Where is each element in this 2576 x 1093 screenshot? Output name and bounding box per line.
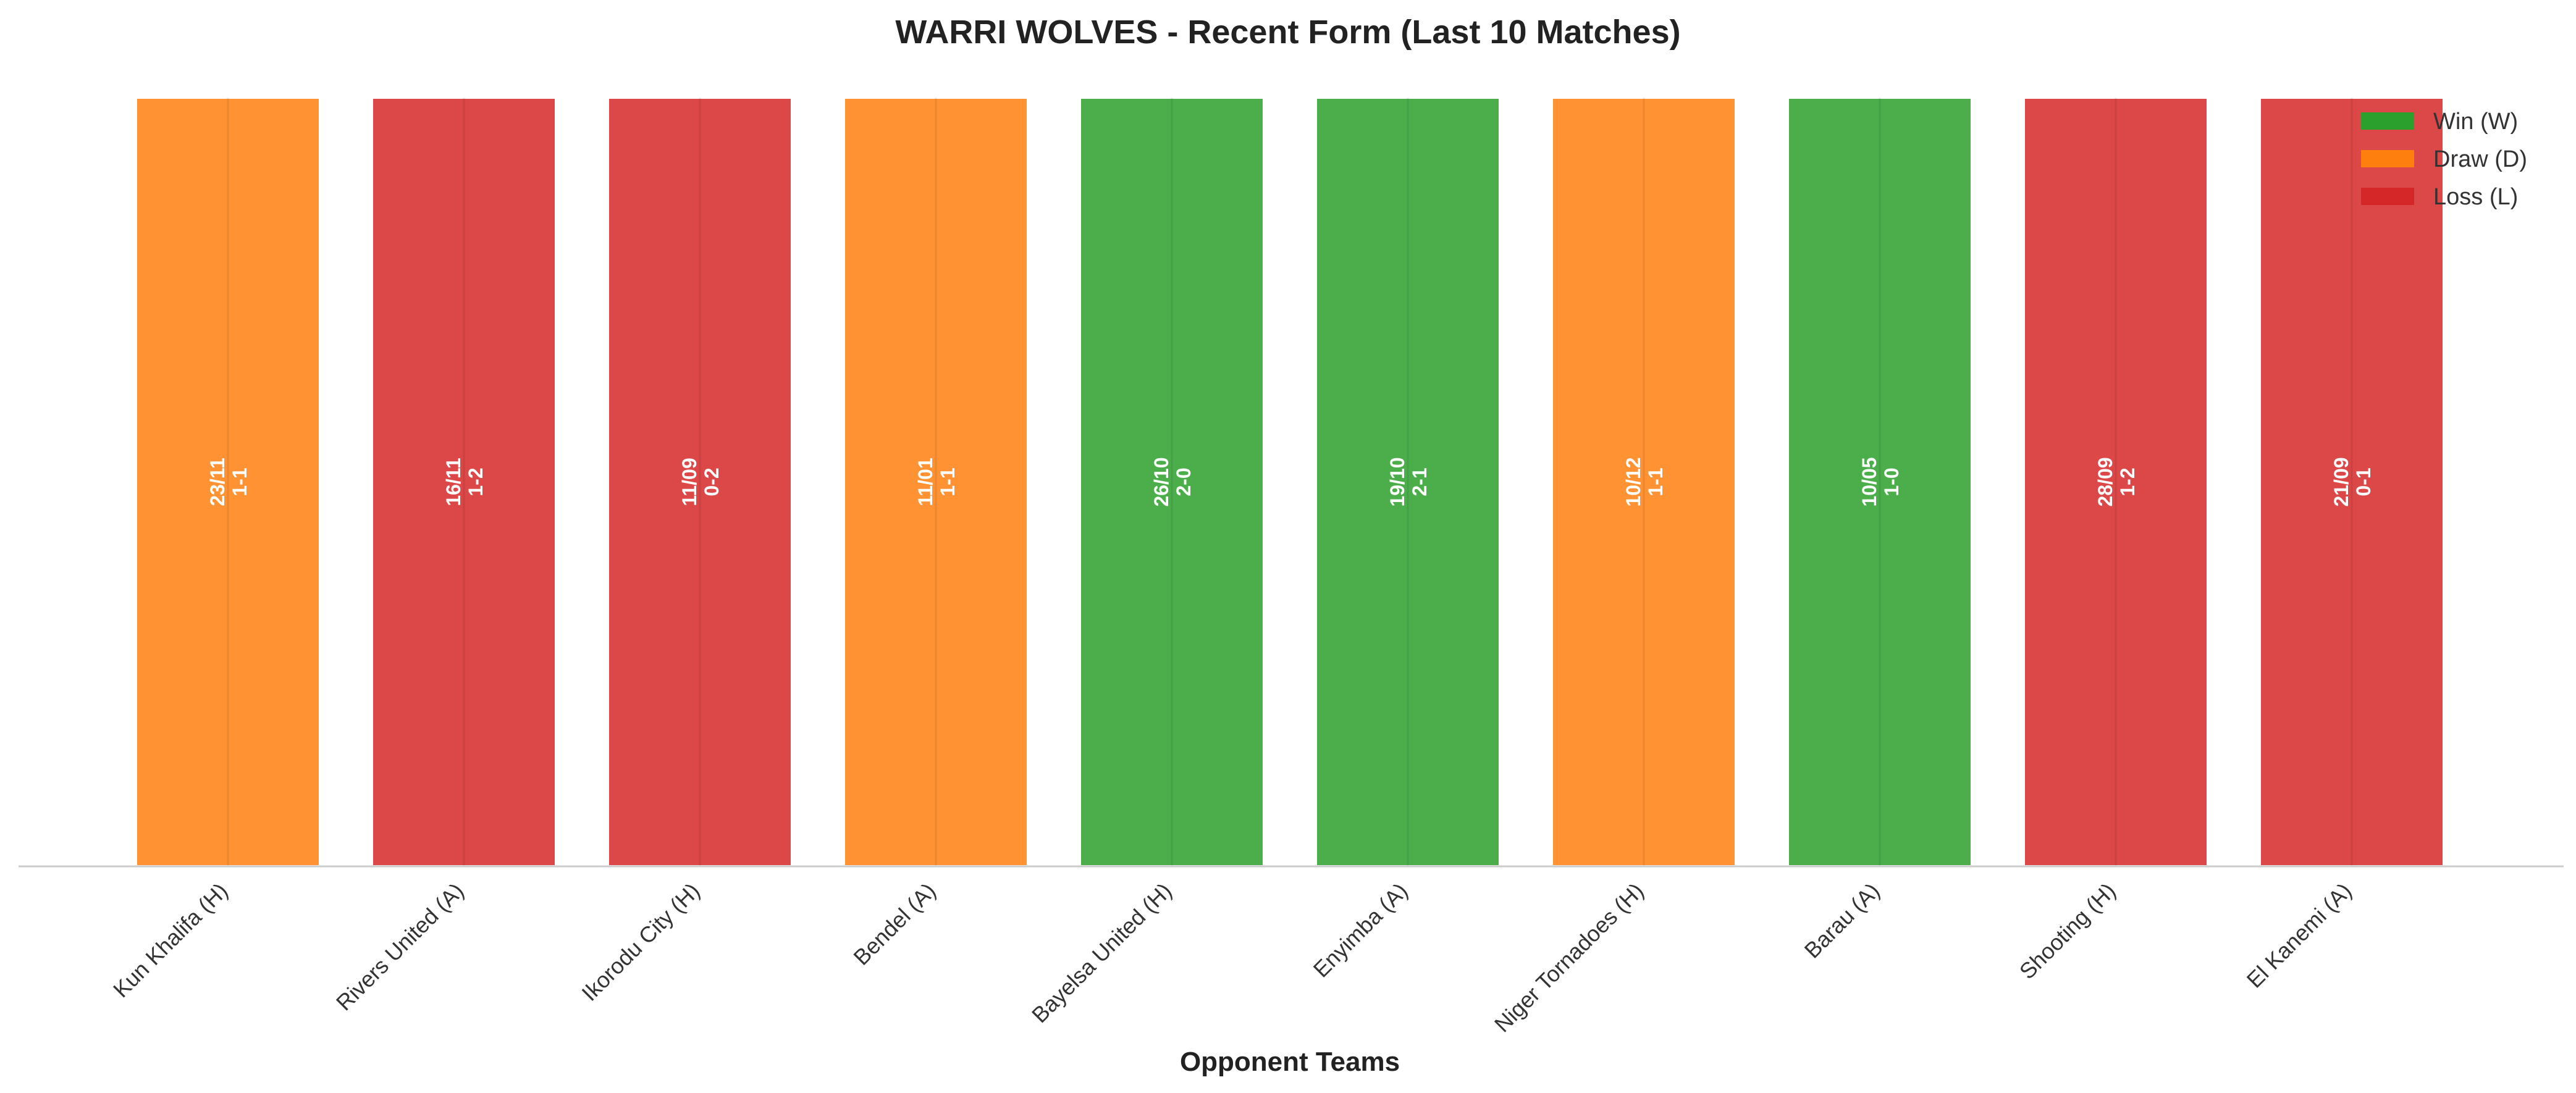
x-tick-label: Kun Khalifa (H) [108,878,233,1003]
legend-label: Win (W) [2433,109,2518,135]
bar-label: 23/111-1 [206,458,251,506]
match-score: 1-1 [1644,467,1667,496]
bar-label: 10/121-1 [1622,457,1667,506]
bar-label: 11/011-1 [914,458,959,506]
match-date: 10/12 [1622,457,1644,506]
bar-label: 10/051-0 [1858,457,1903,506]
match-date: 23/11 [206,458,229,506]
bar-label: 16/111-2 [442,458,487,506]
match-date: 11/01 [914,458,937,506]
match-score: 1-1 [229,467,251,496]
bars-group: 23/111-1 16/111-2 11/090-2 11/011-1 26/102-0… [135,96,2445,868]
x-tick-label: Ikorodu City (H) [576,878,704,1006]
x-tick-label: Enyimba (A) [1308,878,1413,982]
bar [607,96,793,868]
bar [1315,96,1501,868]
legend-swatch [2361,150,2414,167]
bar-label: 19/102-1 [1386,457,1431,506]
x-tick-label: Bendel (A) [848,878,940,970]
match-score: 0-2 [701,467,723,496]
bar [843,96,1029,868]
x-tick-label: Shooting (H) [2014,878,2121,984]
bar-label: 26/102-0 [1150,457,1195,506]
x-tick-label: Barau (A) [1799,878,1885,963]
match-date: 21/09 [2330,457,2352,506]
match-score: 0-1 [2352,467,2375,496]
bar-label: 28/091-2 [2094,457,2139,506]
match-date: 11/09 [678,458,701,506]
match-score: 1-0 [1880,467,1903,496]
match-date: 10/05 [1858,457,1880,506]
legend: Win (W) Draw (D) Loss (L) [2361,109,2527,210]
bar [2258,96,2445,868]
bar [371,96,557,868]
bar-label: 11/090-2 [678,458,723,506]
legend-label: Loss (L) [2433,184,2518,210]
bar [1079,96,1265,868]
match-score: 2-0 [1172,467,1195,496]
bar-label: 21/090-1 [2330,457,2375,506]
match-score: 1-2 [465,467,487,496]
match-date: 26/10 [1150,457,1172,506]
x-axis-label: Opponent Teams [1180,1047,1400,1077]
bar [135,96,321,868]
match-date: 19/10 [1386,457,1408,506]
bar [1551,96,1737,868]
x-tick-label: Bayelsa United (H) [1027,878,1177,1028]
x-tick-label: El Kanemi (A) [2242,878,2357,993]
legend-label: Draw (D) [2433,146,2527,172]
chart-title: WARRI WOLVES - Recent Form (Last 10 Matc… [895,14,1680,51]
match-date: 16/11 [442,458,465,506]
legend-swatch [2361,188,2414,205]
match-score: 1-1 [937,467,959,496]
x-tick-labels: Kun Khalifa (H) Rivers United (A) Ikorodu … [108,878,2357,1037]
x-tick-label: Rivers United (A) [331,878,469,1016]
match-score: 1-2 [2116,467,2139,496]
match-score: 2-1 [1408,467,1431,496]
x-tick-label: Niger Tornadoes (H) [1489,878,1649,1037]
match-date: 28/09 [2094,457,2116,506]
legend-swatch [2361,112,2414,130]
